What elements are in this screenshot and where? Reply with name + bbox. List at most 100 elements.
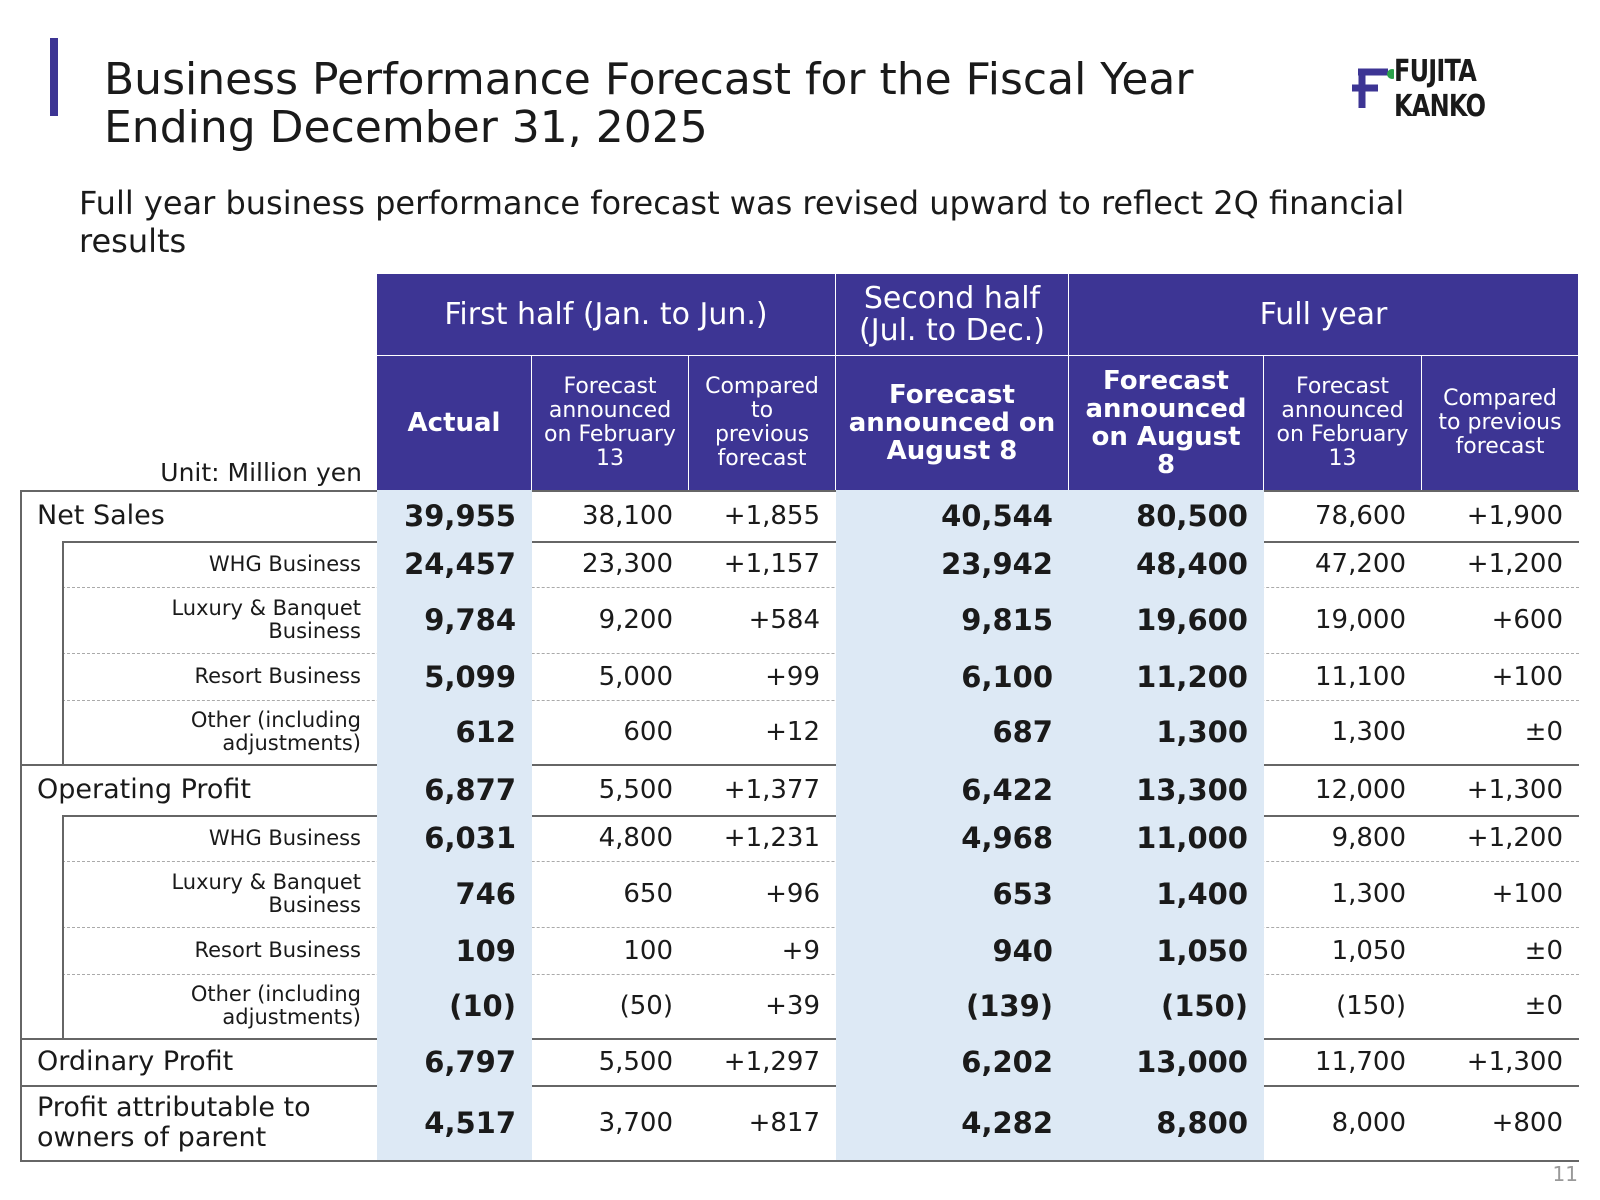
- value-cell: +1,297: [723, 1046, 820, 1077]
- section-border: [20, 764, 1579, 766]
- value-cell: 5,099: [377, 653, 532, 700]
- value-cell: 650: [623, 879, 673, 909]
- value-cell: 1,050: [1069, 927, 1264, 974]
- row-border: [62, 861, 1579, 862]
- value-cell: 39,955: [377, 490, 532, 541]
- column-header: Actual: [377, 355, 532, 490]
- value-cell: +99: [765, 661, 820, 692]
- value-cell: +1,300: [1466, 774, 1563, 805]
- value-cell: 4,282: [836, 1085, 1069, 1160]
- row-label: Luxury & Banquet Business: [62, 861, 377, 927]
- value-cell: +100: [1491, 661, 1563, 692]
- value-cell: 612: [377, 700, 532, 764]
- subtitle: Full year business performance forecast …: [79, 184, 1405, 260]
- value-cell: (150): [1336, 991, 1406, 1021]
- section-border: [20, 490, 1579, 492]
- value-cell: 6,202: [836, 1038, 1069, 1085]
- section-border: [20, 1038, 1579, 1040]
- value-cell: 40,544: [836, 490, 1069, 541]
- value-cell: (150): [1069, 974, 1264, 1038]
- row-label: WHG Business: [62, 815, 377, 861]
- row-border: [62, 700, 1579, 701]
- row-label: Other (including adjustments): [62, 700, 377, 764]
- value-cell: ±0: [1524, 717, 1563, 747]
- section-border: [20, 1085, 1579, 1087]
- section-left-border: [20, 764, 22, 1038]
- group-header: First half (Jan. to Jun.): [377, 274, 836, 355]
- value-cell: +1,300: [1466, 1046, 1563, 1077]
- value-cell: 12,000: [1315, 774, 1406, 805]
- accent-bar: [50, 38, 58, 116]
- value-cell: 13,000: [1069, 1038, 1264, 1085]
- value-cell: 11,200: [1069, 653, 1264, 700]
- value-cell: 24,457: [377, 541, 532, 587]
- value-cell: 23,942: [836, 541, 1069, 587]
- column-header: Compared to previous forecast: [1422, 355, 1579, 490]
- value-cell: 1,400: [1069, 861, 1264, 927]
- value-cell: 8,800: [1069, 1085, 1264, 1160]
- value-cell: 600: [623, 717, 673, 747]
- page-number: 11: [1552, 1162, 1578, 1186]
- row-label: Operating Profit: [37, 773, 251, 805]
- value-cell: 6,877: [377, 764, 532, 815]
- value-cell: +1,900: [1466, 500, 1563, 531]
- value-cell: ±0: [1524, 991, 1563, 1021]
- value-cell: 23,300: [582, 549, 673, 579]
- column-header: Forecast announced on February 13: [1264, 355, 1422, 490]
- value-cell: +1,855: [723, 500, 820, 531]
- value-cell: +96: [765, 879, 820, 909]
- value-cell: +100: [1491, 879, 1563, 909]
- column-header: Forecast announced on August 8: [836, 355, 1069, 490]
- value-cell: 746: [377, 861, 532, 927]
- column-header: Forecast announced on February 13: [532, 355, 689, 490]
- section-left-border: [20, 1038, 22, 1085]
- value-cell: 19,600: [1069, 587, 1264, 653]
- value-cell: 1,050: [1331, 935, 1406, 966]
- column-header: Compared to previous forecast: [689, 355, 836, 490]
- value-cell: +800: [1491, 1107, 1563, 1138]
- value-cell: 109: [377, 927, 532, 974]
- row-border: [62, 974, 1579, 975]
- value-cell: 5,500: [598, 774, 673, 805]
- value-cell: +39: [765, 991, 820, 1021]
- value-cell: 5,500: [598, 1046, 673, 1077]
- logo-icon: [1352, 68, 1394, 108]
- value-cell: 6,031: [377, 815, 532, 861]
- column-header: Forecast announced on August 8: [1069, 355, 1264, 490]
- value-cell: 11,000: [1069, 815, 1264, 861]
- value-cell: ±0: [1524, 935, 1563, 966]
- row-label: Other (including adjustments): [62, 974, 377, 1038]
- value-cell: 9,815: [836, 587, 1069, 653]
- value-cell: 48,400: [1069, 541, 1264, 587]
- value-cell: +12: [765, 717, 820, 747]
- value-cell: 11,100: [1315, 661, 1406, 692]
- value-cell: 6,797: [377, 1038, 532, 1085]
- value-cell: 78,600: [1315, 500, 1406, 531]
- value-cell: 653: [836, 861, 1069, 927]
- value-cell: 4,800: [598, 823, 673, 853]
- value-cell: 6,100: [836, 653, 1069, 700]
- value-cell: 11,700: [1315, 1046, 1406, 1077]
- value-cell: 5,000: [598, 661, 673, 692]
- value-cell: 8,000: [1331, 1107, 1406, 1138]
- value-cell: +1,377: [723, 774, 820, 805]
- value-cell: 9,800: [1331, 823, 1406, 853]
- value-cell: 80,500: [1069, 490, 1264, 541]
- value-cell: 940: [836, 927, 1069, 974]
- value-cell: 4,968: [836, 815, 1069, 861]
- value-cell: 687: [836, 700, 1069, 764]
- row-border: [62, 541, 1579, 543]
- row-border: [62, 587, 1579, 588]
- value-cell: (50): [619, 991, 673, 1021]
- value-cell: +9: [781, 935, 820, 966]
- value-cell: 1,300: [1069, 700, 1264, 764]
- row-label: Luxury & Banquet Business: [62, 587, 377, 653]
- value-cell: +1,200: [1466, 823, 1563, 853]
- value-cell: 3,700: [598, 1107, 673, 1138]
- title: Business Performance Forecast for the Fi…: [104, 54, 1194, 153]
- group-header: Full year: [1069, 274, 1579, 355]
- value-cell: +600: [1491, 605, 1563, 635]
- group-header: Second half (Jul. to Dec.): [836, 274, 1069, 355]
- row-border: [62, 653, 1579, 654]
